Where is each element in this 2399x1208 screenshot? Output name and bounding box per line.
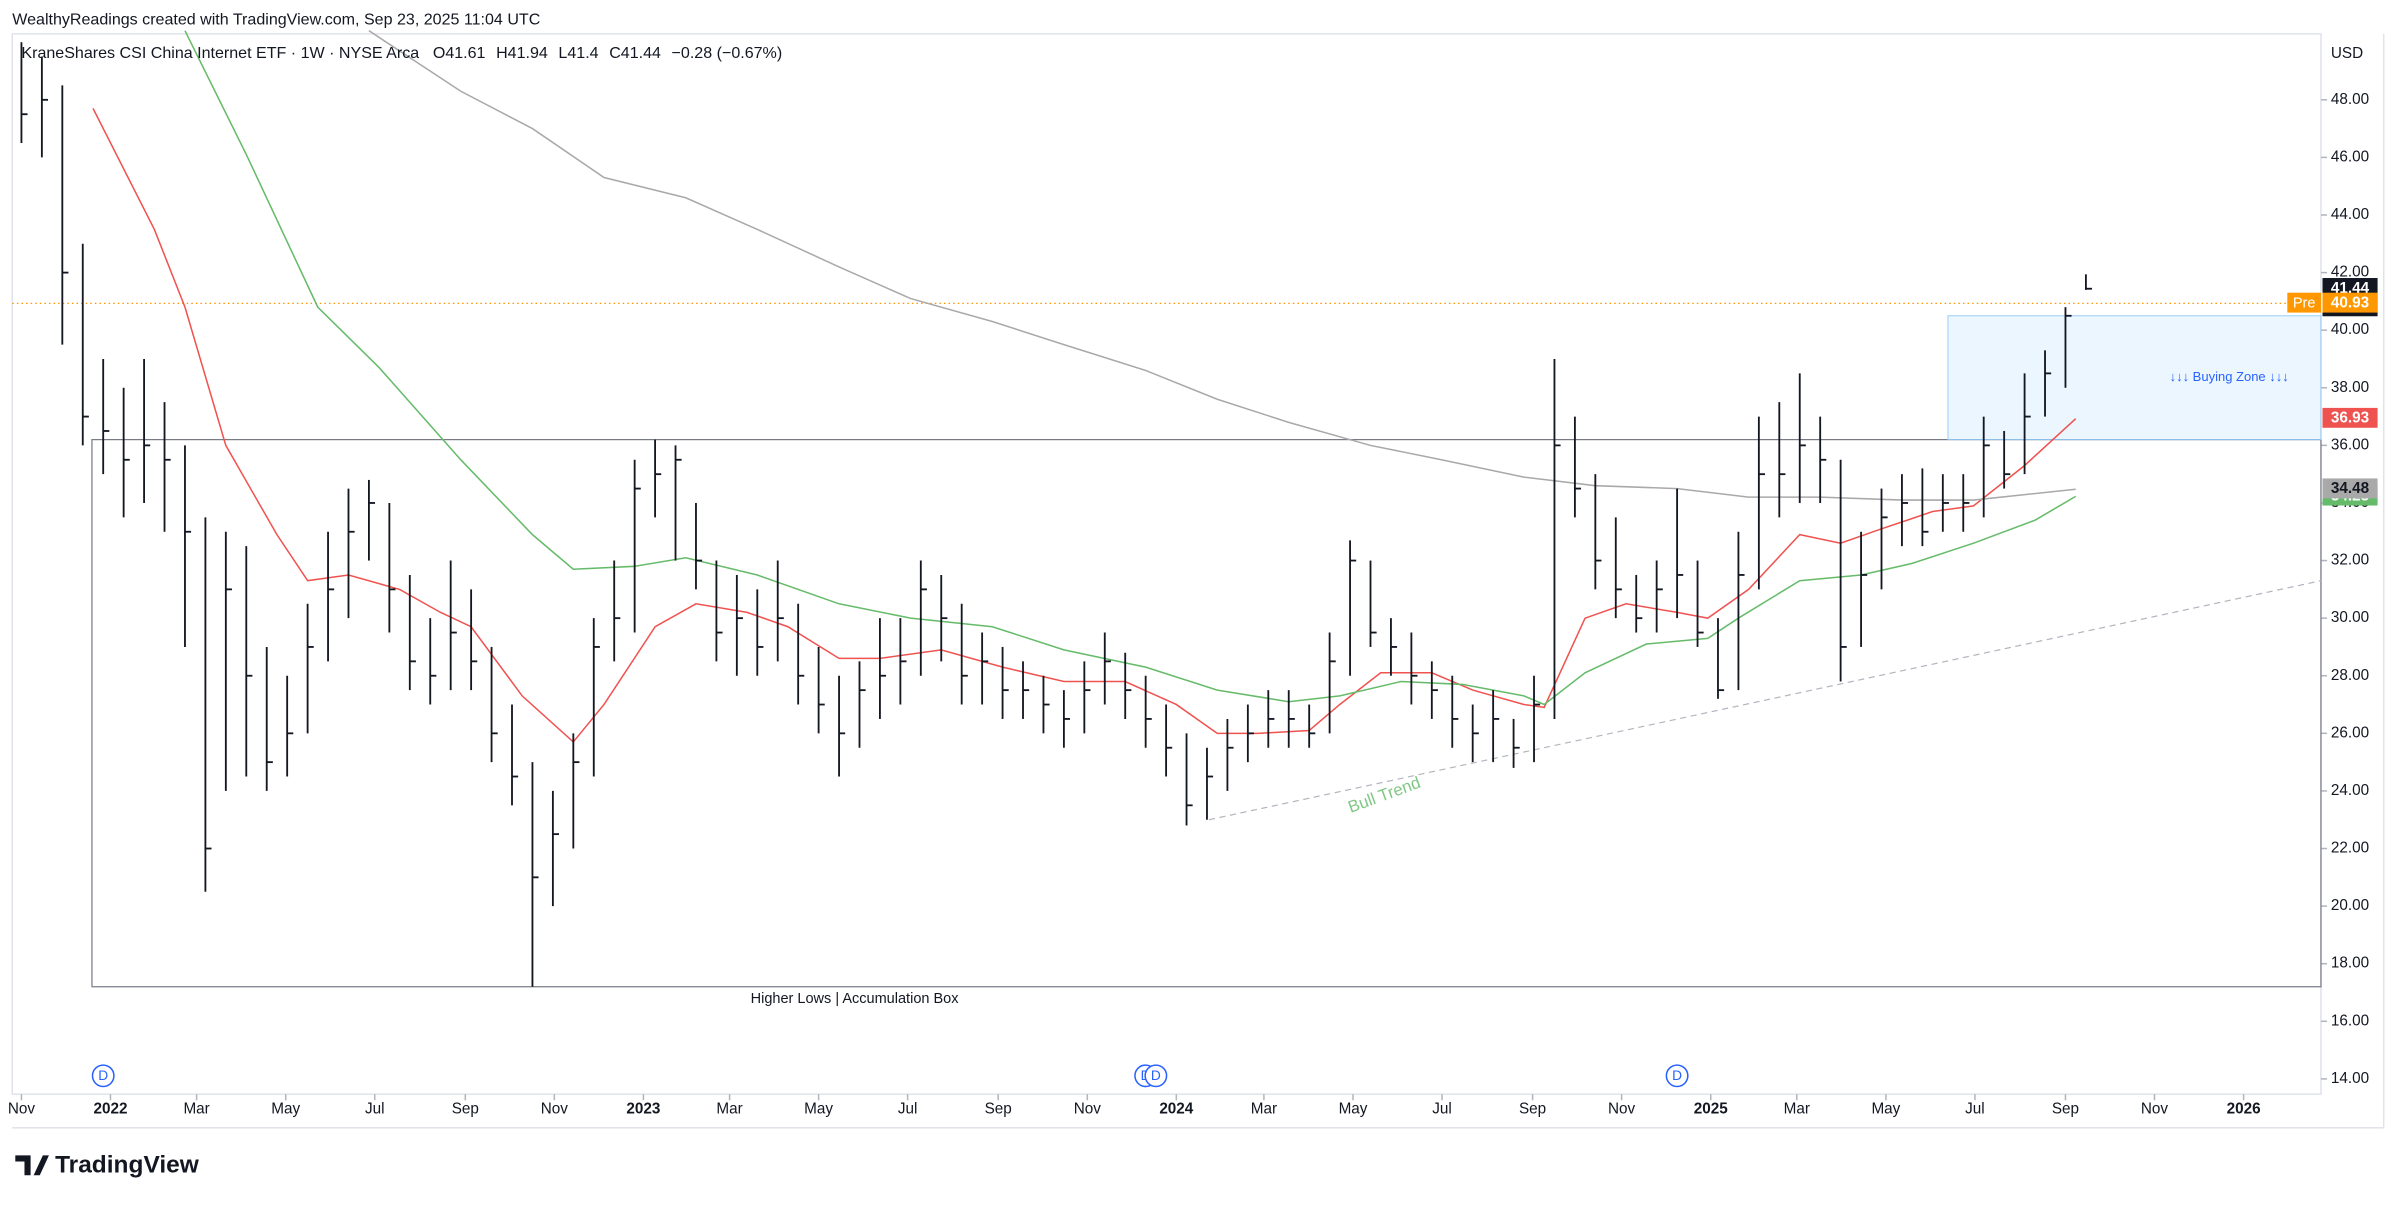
box-label: Higher Lows | Accumulation Box [751,991,960,1007]
pre-tag: Pre [2293,295,2316,311]
y-tick-label: 32.00 [2331,552,2369,569]
x-tick-label: 2022 [93,1100,127,1117]
y-tick-label: 28.00 [2331,667,2369,684]
close: 41.44 [621,44,661,62]
x-tick-label: Mar [1784,1100,1810,1117]
y-tick-label: 30.00 [2331,609,2369,626]
y-tick-label: 18.00 [2331,955,2369,972]
y-tick-label: 48.00 [2331,91,2369,108]
x-tick-label: Mar [716,1100,742,1117]
moving-average [92,108,2077,744]
moving-average [368,30,2076,501]
x-tick-label: Jul [1432,1100,1452,1117]
open: 41.61 [445,44,485,62]
x-tick-label: 2024 [1159,1100,1193,1117]
zone-label: ↓↓↓ Buying Zone ↓↓↓ [2170,369,2289,384]
x-tick-label: May [271,1100,300,1117]
l-prefix: L [558,44,567,62]
c-prefix: C [609,44,621,62]
plot-area: 14.00 16.00 18.00 20.00 22.00 24.00 26.00 28.00… [8,30,2385,1129]
event-label: D [1151,1068,1161,1083]
event-marker [1665,1064,1689,1088]
x-tick-label: May [804,1100,833,1117]
event-label: D [98,1068,108,1083]
event-label: D [1672,1068,1682,1083]
o-prefix: O [433,44,445,62]
event-marker [1144,1064,1168,1088]
x-tick-label: Mar [183,1100,209,1117]
logo-icon [15,1155,49,1176]
y-tick-label: 26.00 [2331,724,2369,741]
x-tick-label: Jul [1965,1100,1985,1117]
x-tick-label: Sep [452,1100,479,1117]
event-marker [91,1064,115,1088]
legend: KraneShares CSI China Internet ETF · 1W … [21,44,782,62]
x-tick-label: Sep [2052,1100,2079,1117]
trend-line [1208,580,2322,821]
pre-price-label-bg [2322,292,2378,313]
credit: WealthyReadings created with TradingView… [12,10,540,28]
y-tick-label: 24.00 [2331,782,2369,799]
x-tick-label: Nov [1074,1100,1102,1117]
currency: USD [2331,45,2363,62]
ma-price-label: 34.48 [2331,480,2370,497]
x-tick-label: Nov [1608,1100,1636,1117]
pre-tag-bg [2287,292,2321,313]
x-tick-label: Sep [1519,1100,1546,1117]
h-prefix: H [496,44,508,62]
y-tick-label: 14.00 [2331,1070,2369,1087]
buying-zone [1947,315,2322,441]
logo-text: TradingView [55,1152,200,1179]
moving-average [184,30,2077,706]
x-tick-label: 2023 [626,1100,660,1117]
ma-price-label: 36.93 [2331,410,2369,427]
y-tick-label: 22.00 [2331,840,2369,857]
y-tick-label: 36.00 [2331,436,2369,453]
x-tick-label: Jul [365,1100,385,1117]
ma-price-label-bg [2322,478,2378,499]
y-tick-label: 42.00 [2331,264,2369,281]
x-tick-label: 2025 [1694,1100,1728,1117]
x-tick-label: Jul [898,1100,918,1117]
x-tick-label: Mar [1251,1100,1277,1117]
y-tick-label: 40.00 [2331,321,2369,338]
ma-price-label-bg [2322,407,2378,428]
y-tick-label: 44.00 [2331,206,2369,223]
x-tick-label: Nov [2141,1100,2169,1117]
x-tick-label: Nov [8,1100,36,1117]
x-tick-label: Nov [541,1100,569,1117]
plot-frame [11,33,2322,1095]
logo: TradingView [15,1152,200,1179]
symbol: KraneShares CSI China Internet ETF · 1W … [21,44,419,62]
accumulation-box [91,439,2322,988]
change: −0.28 (−0.67%) [672,44,783,62]
y-tick-label: 20.00 [2331,897,2369,914]
x-tick-label: May [1339,1100,1368,1117]
high: 41.94 [508,44,548,62]
y-tick-label: 16.00 [2331,1012,2369,1029]
pre-price-label: 40.93 [2331,294,2369,311]
y-tick-label: 38.00 [2331,379,2369,396]
last-price-label: 41.44 [2331,280,2370,297]
trend-label: Bull Trend [1345,773,1423,817]
x-tick-label: Sep [985,1100,1012,1117]
y-tick-label: 46.00 [2331,148,2369,165]
x-tick-label: May [1871,1100,1900,1117]
x-tick-label: 2026 [2227,1100,2261,1117]
low: 41.4 [567,44,598,62]
